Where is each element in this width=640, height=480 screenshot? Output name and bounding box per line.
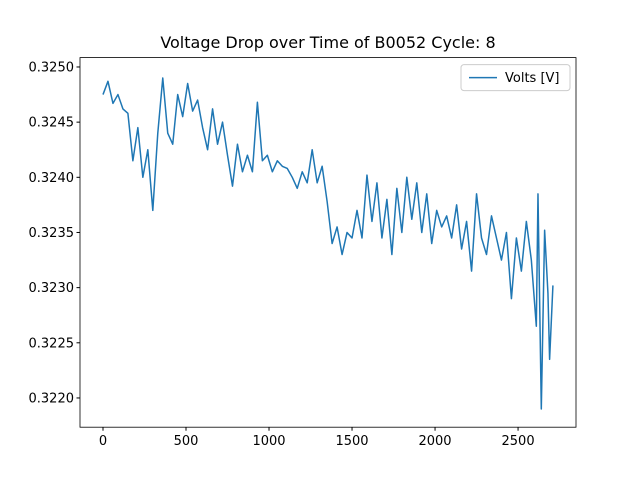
y-tick-label: 0.3235 xyxy=(29,226,75,241)
plot-frame xyxy=(79,57,577,428)
y-tick-label: 0.3245 xyxy=(29,116,75,131)
y-tick-label: 0.3250 xyxy=(29,60,75,75)
legend-box xyxy=(460,64,571,92)
legend-label: Volts [V] xyxy=(505,71,560,86)
line-series xyxy=(102,77,554,410)
y-tick-label: 0.3220 xyxy=(29,391,75,406)
x-tick-label: 0 xyxy=(99,434,107,449)
x-tick-label: 500 xyxy=(174,434,199,449)
x-tick-label: 1000 xyxy=(252,434,285,449)
chart-title: Voltage Drop over Time of B0052 Cycle: 8 xyxy=(160,33,495,52)
x-tick-label: 2000 xyxy=(418,434,451,449)
x-tick-label: 2500 xyxy=(502,434,535,449)
y-tick-label: 0.3240 xyxy=(29,171,75,186)
y-tick-label: 0.3230 xyxy=(29,281,75,296)
x-tick-label: 1500 xyxy=(335,434,368,449)
y-tick-label: 0.3225 xyxy=(29,336,75,351)
